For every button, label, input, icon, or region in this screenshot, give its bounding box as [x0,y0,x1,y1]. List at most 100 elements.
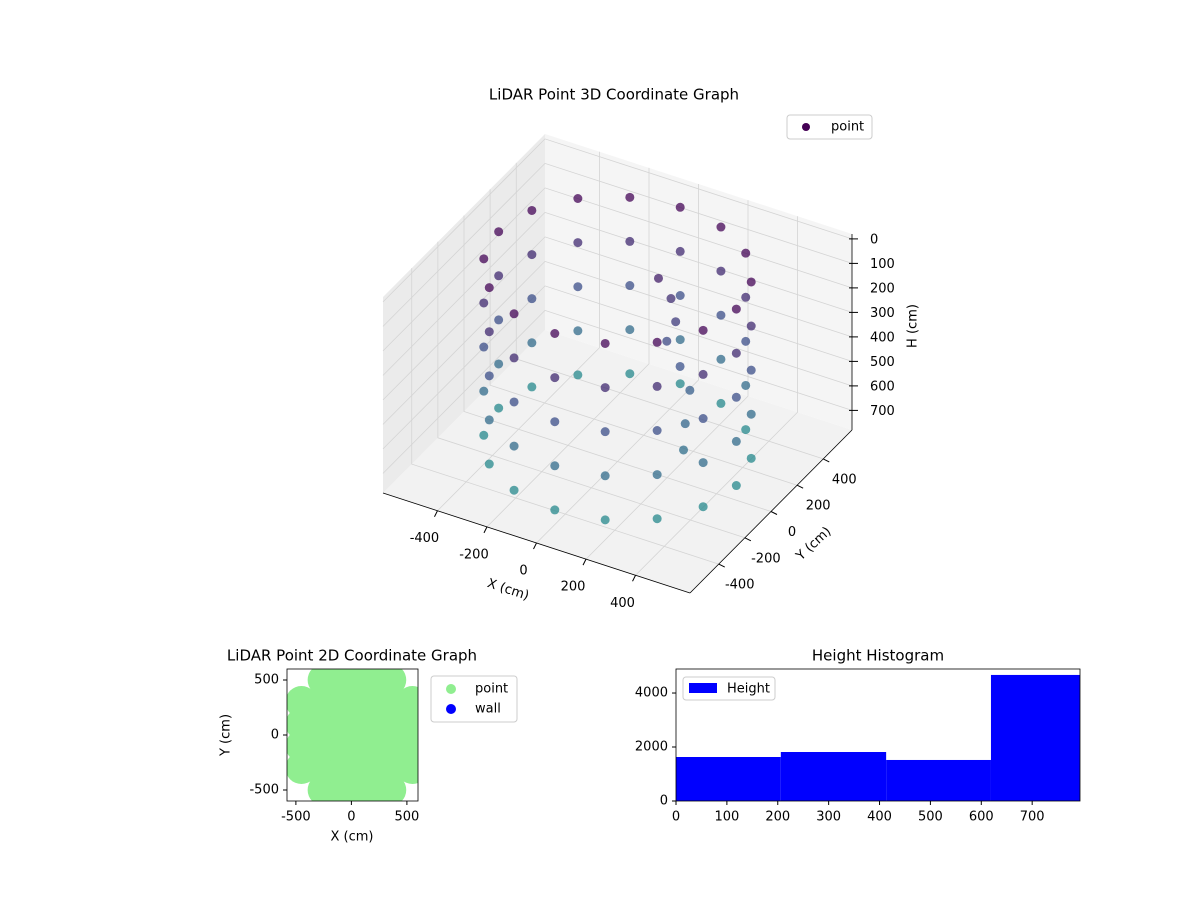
z-tick-label: 400 [870,330,895,345]
tick-mark [718,563,725,568]
point [731,304,741,314]
point [716,398,726,408]
x-tick-label: -200 [459,547,489,562]
grid-line [536,184,699,544]
point [374,708,407,740]
y-tick-label: -200 [751,551,781,566]
z-tick-label: 600 [870,379,895,394]
point [494,271,504,281]
grid-line [486,167,650,528]
legend-marker [802,123,810,131]
point [746,453,756,463]
bar [990,674,1080,801]
z-tick-label: 500 [870,355,895,370]
point [573,282,583,292]
point [484,327,494,337]
point [716,310,726,320]
plot-2d: point wall -500 0 500 -500 0 500 [249,668,518,825]
point [329,752,362,784]
point [573,370,583,380]
grid-line [382,138,853,303]
point [527,250,537,260]
axes-frame [675,668,1081,802]
tick-mark [796,484,804,489]
z-tick-label: 100 [870,257,895,272]
legend-marker [689,683,717,693]
point [652,514,662,524]
point [716,222,726,232]
point [374,686,407,718]
chart-title: LiDAR Point 2D Coordinate Graph [227,647,477,665]
grid-line [635,216,798,576]
point [698,325,708,335]
point [550,461,560,471]
point [746,409,756,419]
point [625,192,635,202]
grid-line [411,268,719,565]
point [600,515,610,525]
x-tick-label: 500 [918,810,943,825]
point [352,708,385,740]
point [374,730,407,762]
point [329,730,362,762]
y-tick-label: 200 [806,499,831,514]
grid-line [489,189,798,486]
point [731,436,741,446]
point [600,427,610,437]
legend-label: point [831,120,864,135]
tick-mark [770,511,778,515]
point [494,403,504,413]
point [716,266,726,276]
point [329,686,362,718]
point [652,337,662,347]
point [527,338,537,348]
point [625,369,635,379]
grid-line [437,241,745,539]
point [679,445,689,455]
grid-line [382,162,853,327]
x-tick-label: 600 [969,810,994,825]
point [307,752,340,784]
point [741,425,751,435]
tick-mark [533,542,537,550]
tick-mark [632,575,636,582]
grid-line [437,151,600,512]
point [509,397,519,407]
grid-line [382,309,853,474]
point [527,294,537,304]
point [307,708,340,740]
y-tick-label: 500 [254,673,279,688]
x-tick-label: 0 [672,810,680,825]
point [675,335,685,345]
point [675,246,685,256]
point [675,291,685,301]
point [746,277,756,287]
point [527,205,537,215]
x-tick-label: 100 [714,810,739,825]
grid-line [585,200,749,560]
x-tick-label: 200 [561,580,586,595]
point [484,459,494,469]
x-tick-label: -400 [410,531,440,546]
point [550,505,560,515]
point [741,292,751,302]
point [625,236,635,246]
x-tick-label: 400 [867,810,892,825]
point [698,458,708,468]
x-tick-label: 200 [765,810,790,825]
point [666,294,676,304]
x-tick-label: 500 [394,810,419,825]
y-tick-label: -500 [249,783,279,798]
y-axis-label: Y (cm) [219,714,234,757]
bar [886,759,991,801]
z-tick-label: 200 [870,281,895,296]
point [484,371,494,381]
point [731,392,741,402]
grid-line [463,215,772,512]
tick-mark [744,537,752,542]
point [716,354,726,364]
point [329,708,362,740]
y-axis-line [689,429,853,594]
